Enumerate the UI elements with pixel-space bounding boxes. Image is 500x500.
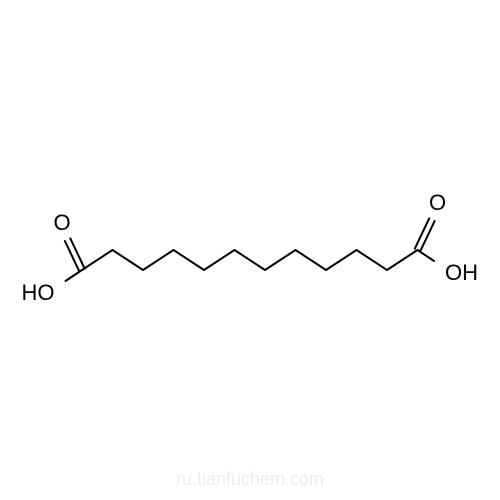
- svg-text:O: O: [53, 210, 70, 235]
- molecule-diagram: HO O OH O: [0, 0, 500, 500]
- watermark-text: ru.tianfuchem.com: [0, 469, 500, 490]
- svg-text:OH: OH: [445, 260, 478, 285]
- svg-text:O: O: [429, 190, 446, 215]
- svg-text:HO: HO: [22, 280, 55, 305]
